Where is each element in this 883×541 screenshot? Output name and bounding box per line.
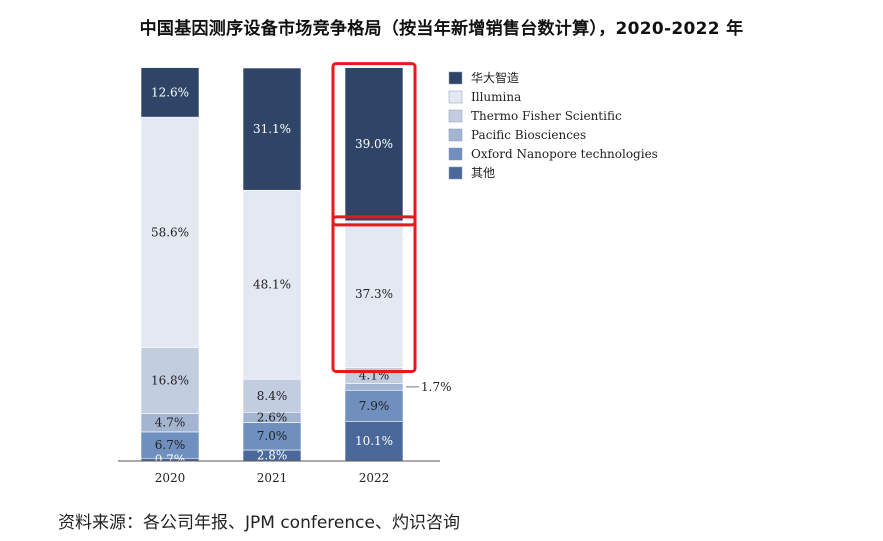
source-note: 资料来源：各公司年报、JPM conference、灼识咨询 xyxy=(58,513,460,533)
bar-segment-2020-华大智造 xyxy=(140,67,200,118)
bar-segment-2020-illumina xyxy=(140,116,200,348)
bar-segment-2022-其他 xyxy=(344,421,404,462)
data-label-2022-oxford-nanopore-technologies: 7.9% xyxy=(359,399,390,413)
bar-segment-2021-thermo-fisher-scientific xyxy=(242,378,302,413)
bar-segment-2020-oxford-nanopore-technologies xyxy=(140,431,200,459)
bar-segment-2022-oxford-nanopore-technologies xyxy=(344,389,404,422)
legend-swatch-oxford-nanopore-technologies xyxy=(448,147,463,161)
data-label-2021-华大智造: 31.1% xyxy=(253,122,291,136)
data-label-2020-oxford-nanopore-technologies: 6.7% xyxy=(155,438,186,452)
legend-label-pacific-biosciences: Pacific Biosciences xyxy=(471,128,586,142)
highlight-layer xyxy=(331,62,417,373)
x-tick-label-2022: 2022 xyxy=(359,471,390,485)
bar-segment-2021-华大智造 xyxy=(242,67,302,191)
legend-label-oxford-nanopore-technologies: Oxford Nanopore technologies xyxy=(471,147,658,161)
legend: 华大智造 Illumina Thermo Fisher Scientific Paci… xyxy=(448,70,658,180)
highlight-box-2022-illumina xyxy=(331,215,417,373)
data-label-2020-pacific-biosciences: 4.7% xyxy=(155,416,186,430)
bar-segment-2022-illumina xyxy=(344,220,404,368)
legend-swatch-thermo-fisher-scientific xyxy=(448,109,463,123)
bar-segment-2021-illumina xyxy=(242,189,302,380)
x-tick-labels: 2020 2021 2022 xyxy=(155,471,390,485)
data-label-2021-illumina: 48.1% xyxy=(253,278,291,292)
data-label-2020-illumina: 58.6% xyxy=(151,225,189,239)
data-label-2021-其他: 2.8% xyxy=(257,448,288,462)
bar-segment-2022-pacific-biosciences xyxy=(344,383,404,391)
legend-label-其他: 其他 xyxy=(471,166,495,180)
data-labels-layer: 0.7%6.7% 4.7% 16.8% 58.6% 12.6% 2.8% 7.0% 2.6% 8… xyxy=(151,85,452,466)
data-label-2020-华大智造: 12.6% xyxy=(151,85,189,99)
bar-segment-2020-thermo-fisher-scientific xyxy=(140,347,200,414)
data-label-2021-oxford-nanopore-technologies: 7.0% xyxy=(257,429,288,443)
data-label-2021-pacific-biosciences: 2.6% xyxy=(257,410,288,424)
bar-segment-2022-华大智造 xyxy=(344,67,404,222)
x-tick-label-2021: 2021 xyxy=(257,471,288,485)
bar-segment-2021-oxford-nanopore-technologies xyxy=(242,422,302,451)
legend-label-illumina: Illumina xyxy=(471,90,521,104)
bars-layer xyxy=(140,67,404,462)
data-label-2020-thermo-fisher-scientific: 16.8% xyxy=(151,373,189,387)
legend-label-thermo-fisher-scientific: Thermo Fisher Scientific xyxy=(471,109,622,123)
data-label-2022-illumina: 37.3% xyxy=(355,287,393,301)
data-label-2022-pacific-biosciences: 1.7% xyxy=(421,380,452,394)
legend-swatch-华大智造 xyxy=(448,71,463,85)
data-label-2022-华大智造: 39.0% xyxy=(355,137,393,151)
legend-swatch-illumina xyxy=(448,90,463,104)
data-label-2020-其他: 0.7% xyxy=(155,453,186,467)
x-tick-label-2020: 2020 xyxy=(155,471,186,485)
data-label-2022-其他: 10.1% xyxy=(355,434,393,448)
chart-title: 中国基因测序设备市场竞争格局（按当年新增销售台数计算），2020-2022 年 xyxy=(139,19,744,39)
data-label-2021-thermo-fisher-scientific: 8.4% xyxy=(257,389,288,403)
highlight-box-2022-华大智造 xyxy=(331,62,417,227)
legend-label-华大智造: 华大智造 xyxy=(471,70,519,85)
legend-swatch-pacific-biosciences xyxy=(448,128,463,142)
legend-swatch-其他 xyxy=(448,166,463,180)
